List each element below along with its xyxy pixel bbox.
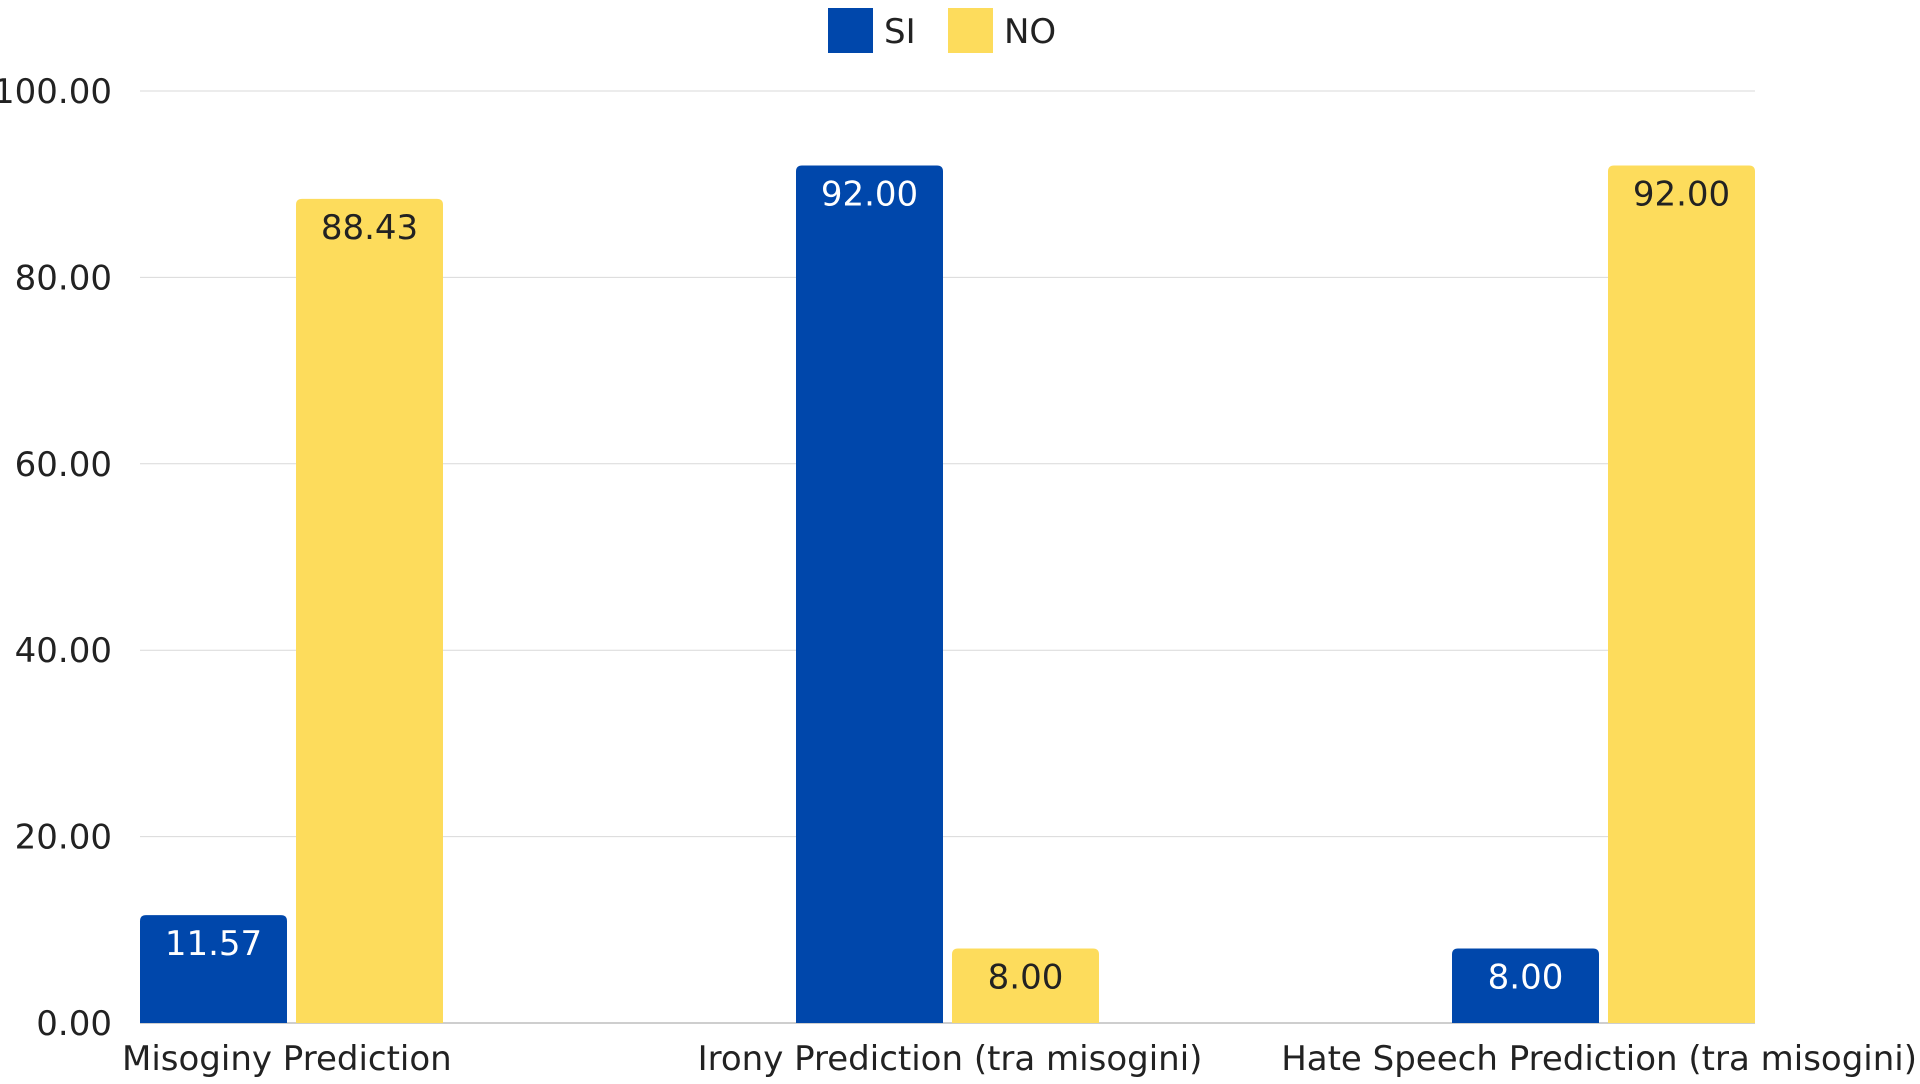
bar-no-2 (952, 948, 1099, 1023)
bar-si-1 (140, 915, 287, 1023)
y-tick-label: 60.00 (15, 445, 112, 485)
data-label: 92.00 (821, 175, 918, 215)
y-tick-label: 80.00 (15, 258, 112, 298)
data-label: 8.00 (988, 957, 1064, 997)
x-category-label: Hate Speech Prediction (tra misogini) (1281, 1039, 1917, 1079)
axes: 0.00 20.00 40.00 60.00 80.00 100.00 Misoginy P… (0, 72, 1917, 1079)
y-tick-label: 100.00 (0, 72, 112, 112)
y-tick-label: 40.00 (15, 631, 112, 671)
legend: SI NO (828, 8, 1056, 53)
legend-swatch-si (828, 8, 873, 53)
data-label: 88.43 (321, 208, 418, 248)
legend-swatch-no (948, 8, 993, 53)
legend-label-no: NO (1004, 12, 1056, 52)
data-label: 92.00 (1633, 175, 1730, 215)
data-label: 11.57 (165, 924, 262, 964)
bar-no-1 (296, 198, 443, 1023)
x-category-label: Misoginy Prediction (122, 1039, 452, 1079)
bar-si-2 (796, 165, 943, 1023)
data-label: 8.00 (1488, 957, 1564, 997)
bars (140, 165, 1755, 1023)
bar-no-3 (1608, 165, 1755, 1023)
bar-si-3 (1452, 948, 1599, 1023)
x-category-label: Irony Prediction (tra misogini) (698, 1039, 1203, 1079)
y-tick-label: 20.00 (15, 818, 112, 858)
y-tick-label: 0.00 (36, 1004, 112, 1044)
legend-label-si: SI (884, 12, 916, 52)
data-labels: 11.57 88.43 92.00 8.00 8.00 92.00 (165, 175, 1730, 998)
